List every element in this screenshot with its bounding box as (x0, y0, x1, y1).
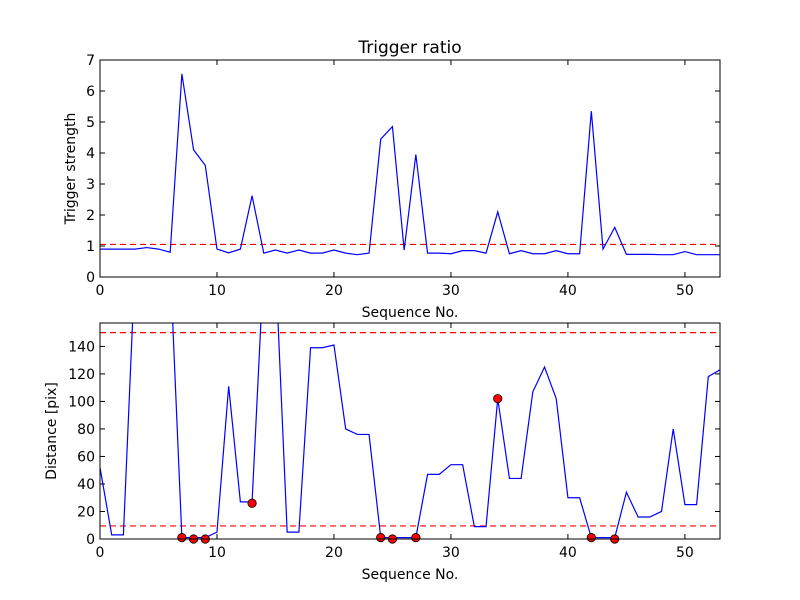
trigger-ratio-chart: 0 10 20 30 40 50 0 1 2 3 4 5 6 7 Trigger ratio Sequence… (63, 38, 721, 321)
y-tick-label: 60 (77, 449, 95, 465)
y-tick-label: 120 (68, 367, 95, 383)
series-line (100, 73, 720, 256)
data-point (247, 498, 257, 508)
y-tick-label: 7 (86, 53, 95, 69)
x-tick-label: 0 (96, 283, 105, 299)
y-tick-label: 5 (86, 115, 95, 131)
y-tick-label: 3 (86, 177, 95, 193)
y-axis-label: Trigger strength (63, 113, 79, 226)
x-tick-label: 10 (208, 283, 226, 299)
data-point (493, 394, 503, 404)
x-tick-label: 40 (559, 283, 577, 299)
y-tick-label: 20 (77, 504, 95, 520)
y-axis-label: Distance [pix] (44, 382, 60, 480)
y-tick-label: 140 (68, 339, 95, 355)
x-tick-label: 30 (442, 545, 460, 561)
axes-frame (99, 322, 721, 540)
y-tick-label: 1 (86, 239, 95, 255)
axes-frame (99, 59, 721, 278)
y-tick-label: 100 (68, 394, 95, 410)
data-point (411, 533, 421, 543)
x-tick-label: 30 (442, 283, 460, 299)
x-tick-label: 40 (559, 545, 577, 561)
distance-chart: 0 10 20 30 40 50 0 20 40 60 80 100 120 140 Sequence No… (44, 322, 721, 583)
x-tick-label: 10 (208, 545, 226, 561)
y-tick-label: 2 (86, 208, 95, 224)
chart-title: Trigger ratio (357, 38, 461, 58)
data-point (586, 533, 596, 543)
data-point (376, 533, 386, 543)
x-tick-label: 50 (676, 283, 694, 299)
y-tick-label: 40 (77, 477, 95, 493)
x-axis-label: Sequence No. (362, 305, 459, 321)
y-tick-label: 6 (86, 84, 95, 100)
y-tick-label: 0 (86, 270, 95, 286)
x-axis-label: Sequence No. (362, 567, 459, 583)
y-tick-label: 0 (86, 532, 95, 548)
x-tick-label: 50 (676, 545, 694, 561)
x-tick-label: 20 (325, 283, 343, 299)
data-point (177, 533, 187, 543)
x-tick-label: 20 (325, 545, 343, 561)
y-tick-label: 4 (86, 146, 95, 162)
plot-area (100, 73, 720, 256)
x-tick-label: 0 (96, 545, 105, 561)
y-tick-label: 80 (77, 422, 95, 438)
